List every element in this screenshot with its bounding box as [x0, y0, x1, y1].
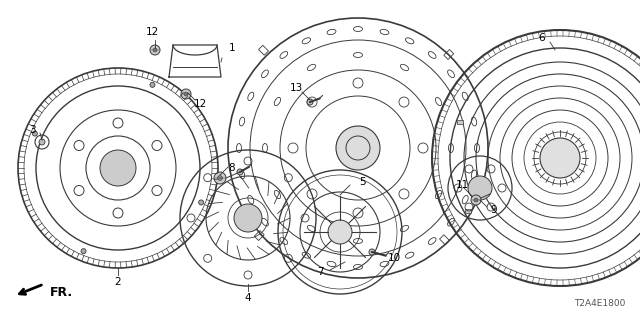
Text: 10: 10	[387, 253, 401, 263]
Circle shape	[474, 198, 478, 202]
Circle shape	[198, 200, 204, 205]
Circle shape	[336, 126, 380, 170]
Bar	[444, 50, 454, 60]
Bar	[259, 45, 268, 55]
Circle shape	[540, 138, 580, 178]
Circle shape	[100, 150, 136, 186]
Circle shape	[468, 176, 492, 200]
Text: 8: 8	[228, 163, 236, 173]
Text: 6: 6	[539, 33, 545, 43]
Circle shape	[39, 139, 45, 145]
Circle shape	[150, 82, 155, 87]
Text: 3: 3	[29, 125, 35, 135]
Text: 4: 4	[244, 293, 252, 303]
Circle shape	[184, 92, 188, 96]
Text: 12: 12	[193, 99, 207, 109]
Bar	[254, 230, 264, 240]
Text: 7: 7	[317, 267, 323, 277]
Text: 1: 1	[228, 43, 236, 53]
Text: 13: 13	[289, 83, 303, 93]
Circle shape	[369, 249, 375, 255]
Text: 11: 11	[456, 180, 468, 190]
Circle shape	[33, 131, 37, 136]
Circle shape	[81, 249, 86, 254]
Text: 9: 9	[491, 205, 497, 215]
Circle shape	[471, 195, 481, 205]
Circle shape	[214, 172, 226, 184]
Text: 12: 12	[145, 27, 159, 37]
Bar	[465, 209, 471, 213]
Text: 2: 2	[115, 277, 122, 287]
Circle shape	[218, 176, 223, 180]
Text: FR.: FR.	[50, 285, 73, 299]
Circle shape	[237, 169, 243, 175]
Bar	[458, 120, 463, 124]
Circle shape	[328, 220, 352, 244]
Text: T2A4E1800: T2A4E1800	[573, 299, 625, 308]
Circle shape	[234, 204, 262, 232]
Circle shape	[150, 45, 160, 55]
Circle shape	[153, 48, 157, 52]
Circle shape	[181, 89, 191, 99]
Bar	[440, 235, 449, 245]
Circle shape	[307, 99, 313, 105]
Text: 5: 5	[358, 177, 365, 187]
